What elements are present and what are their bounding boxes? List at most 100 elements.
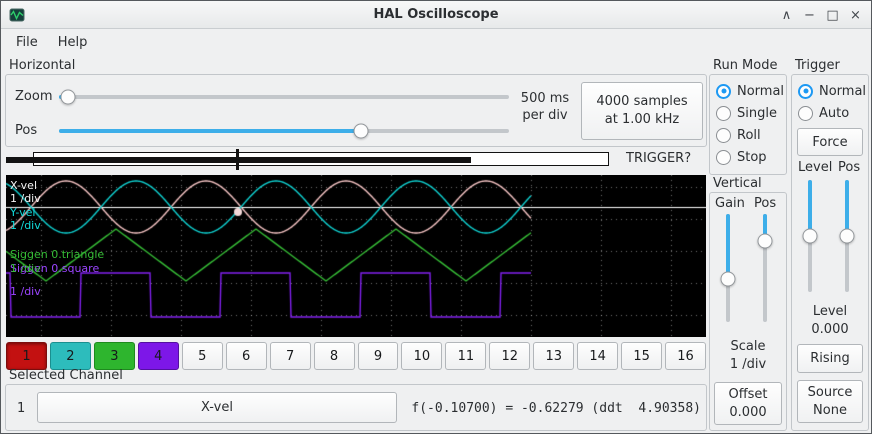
channel-button-16[interactable]: 16 <box>665 342 706 370</box>
trigger-options: Normal Auto <box>798 80 866 124</box>
channel-readout: f(-0.10700) = -0.62279 (ddt 4.90358) <box>411 401 701 416</box>
run-mode-option-single[interactable]: Single <box>716 102 784 124</box>
time-per-div-label: 500 ms per div <box>513 90 577 124</box>
selected-channel-name: X-vel <box>201 400 233 415</box>
selected-channel-name-button[interactable]: X-vel <box>37 392 397 423</box>
menu-file[interactable]: File <box>7 32 47 53</box>
trigger-pos-slider-handle[interactable] <box>840 229 855 244</box>
channel-button-4[interactable]: 4 <box>138 342 179 370</box>
trigger-level-caption: Level <box>791 304 869 319</box>
channel-button-6[interactable]: 6 <box>226 342 267 370</box>
radio-icon <box>716 84 731 99</box>
menubar: File Help <box>1 29 871 56</box>
channel-button-14[interactable]: 14 <box>577 342 618 370</box>
timeline-trigger-marker[interactable] <box>236 149 239 170</box>
channel-button-13[interactable]: 13 <box>533 342 574 370</box>
radio-label: Auto <box>819 106 849 121</box>
channel-button-8[interactable]: 8 <box>314 342 355 370</box>
time-per-div-line2: per div <box>513 107 577 124</box>
force-label: Force <box>812 135 847 150</box>
time-per-div-line1: 500 ms <box>513 90 577 107</box>
samples-line1: 4000 samples <box>596 93 687 111</box>
menu-help[interactable]: Help <box>49 32 97 53</box>
horizontal-pos-slider[interactable] <box>59 123 509 139</box>
slider-groove <box>59 95 509 99</box>
trigger-level-slider[interactable] <box>802 180 818 292</box>
run-mode-option-roll[interactable]: Roll <box>716 124 784 146</box>
radio-label: Normal <box>819 84 866 99</box>
channel-button-11[interactable]: 11 <box>445 342 486 370</box>
trigger-title: Trigger <box>795 58 840 73</box>
scope: X-vel1 /divY-vel1 /divSiggen 0.triangleS… <box>6 175 706 337</box>
source-value: None <box>813 402 847 420</box>
trigger-pos-label: Pos <box>838 160 860 175</box>
zoom-slider[interactable] <box>59 89 509 105</box>
vertical-pos-label: Pos <box>754 196 776 211</box>
scope-channel-label: Siggen 0.triangle <box>10 248 104 261</box>
offset-label: Offset <box>728 386 767 404</box>
scope-canvas[interactable] <box>6 175 706 337</box>
scope-channel-label: Y-vel <box>10 206 35 219</box>
titlebar: HAL Oscilloscope ∧ − □ × <box>1 1 871 29</box>
scale-caption: Scale <box>709 339 787 354</box>
scope-channel-label: 1 /div <box>10 192 41 205</box>
radio-label: Single <box>737 106 777 121</box>
scale-value: 1 /div <box>709 357 787 372</box>
source-button[interactable]: Source None <box>797 380 863 423</box>
window-controls: ∧ − □ × <box>779 1 863 29</box>
trigger-level-value: 0.000 <box>791 322 869 337</box>
radio-icon <box>798 106 813 121</box>
zoom-label: Zoom <box>15 89 52 104</box>
trigger-pos-slider[interactable] <box>839 180 855 292</box>
selected-channel-index: 1 <box>17 401 25 416</box>
horizontal-group-title: Horizontal <box>9 58 75 73</box>
channel-button-7[interactable]: 7 <box>270 342 311 370</box>
samples-button[interactable]: 4000 samples at 1.00 kHz <box>581 82 703 140</box>
gain-slider-handle[interactable] <box>721 271 736 286</box>
window-title: HAL Oscilloscope <box>1 1 871 29</box>
shade-icon[interactable]: ∧ <box>779 8 794 23</box>
trigger-level-slider-handle[interactable] <box>803 229 818 244</box>
channel-button-10[interactable]: 10 <box>401 342 442 370</box>
vertical-pos-slider[interactable] <box>757 214 773 322</box>
channel-button-15[interactable]: 15 <box>621 342 662 370</box>
radio-label: Roll <box>737 128 761 143</box>
trigger-option-normal[interactable]: Normal <box>798 80 866 102</box>
close-icon[interactable]: × <box>848 8 863 23</box>
radio-label: Stop <box>737 150 767 165</box>
run-mode-options: Normal Single Roll Stop <box>716 80 784 168</box>
channel-button-12[interactable]: 12 <box>489 342 530 370</box>
gain-label: Gain <box>715 196 745 211</box>
vertical-title: Vertical <box>713 176 762 191</box>
force-button[interactable]: Force <box>797 128 863 156</box>
source-label: Source <box>808 384 853 402</box>
channel-button-5[interactable]: 5 <box>182 342 223 370</box>
run-mode-option-stop[interactable]: Stop <box>716 146 784 168</box>
trigger-option-auto[interactable]: Auto <box>798 102 866 124</box>
scope-channel-label: X-vel <box>10 179 37 192</box>
channel-button-9[interactable]: 9 <box>358 342 399 370</box>
timeline-bar[interactable]: TRIGGER? <box>6 149 706 170</box>
channel-button-1[interactable]: 1 <box>6 342 47 370</box>
offset-button[interactable]: Offset 0.000 <box>714 382 782 425</box>
trigger-question-label: TRIGGER? <box>626 151 691 166</box>
vertical-pos-slider-handle[interactable] <box>758 234 773 249</box>
slider-fill <box>59 129 361 133</box>
radio-icon <box>798 84 813 99</box>
channel-button-3[interactable]: 3 <box>94 342 135 370</box>
maximize-icon[interactable]: □ <box>825 8 840 23</box>
offset-value: 0.000 <box>729 404 766 422</box>
minimize-icon[interactable]: − <box>802 8 817 23</box>
horizontal-pos-slider-handle[interactable] <box>353 124 368 139</box>
rising-label: Rising <box>810 351 850 366</box>
channel-button-2[interactable]: 2 <box>50 342 91 370</box>
gain-slider[interactable] <box>720 214 736 322</box>
scope-channel-label: 1 /div <box>10 262 41 275</box>
channel-button-row: 12345678910111213141516 <box>6 342 706 370</box>
zoom-slider-handle[interactable] <box>61 90 76 105</box>
rising-button[interactable]: Rising <box>797 344 863 373</box>
slider-fill <box>726 214 730 279</box>
run-mode-option-normal[interactable]: Normal <box>716 80 784 102</box>
radio-icon <box>716 128 731 143</box>
scope-channel-label: 1 /div <box>10 285 41 298</box>
